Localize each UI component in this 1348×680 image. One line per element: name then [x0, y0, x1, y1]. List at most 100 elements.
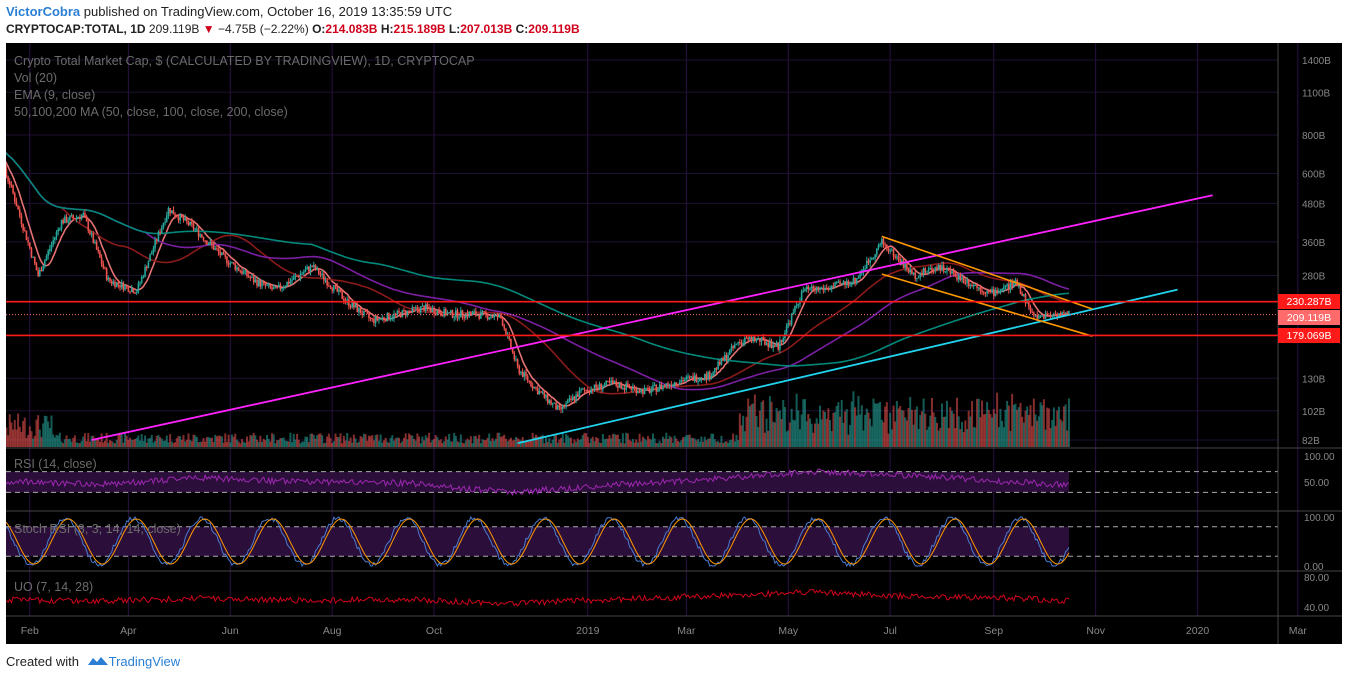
candle-body [944, 271, 947, 273]
volume-bar [800, 414, 803, 447]
volume-bar [974, 427, 977, 447]
chart-svg[interactable]: 1400B 1100B 800B 600B 480B 360B 280B 130B 102B 82… [0, 43, 1342, 644]
x-tick-label: May [778, 625, 799, 637]
volume-bar [862, 430, 865, 447]
volume-bar [185, 439, 188, 447]
uo-line [0, 589, 1070, 607]
candle-body [381, 317, 384, 319]
volume-bar [651, 433, 654, 447]
candle-body [424, 304, 427, 311]
volume-bar [387, 442, 390, 447]
candle-body [794, 306, 796, 313]
volume-bar [45, 415, 48, 447]
high-label: H: [380, 22, 394, 36]
volume-bar [601, 433, 604, 447]
volume-bar [145, 442, 148, 447]
volume-bar [35, 419, 38, 447]
indicator-panes [0, 468, 1278, 607]
volume-bar [108, 440, 111, 447]
candle-body [476, 315, 479, 317]
volume-bar [461, 442, 464, 447]
volume-bar [354, 438, 357, 447]
volume-bar [857, 395, 860, 447]
candle-body [187, 221, 190, 225]
candle-body [176, 216, 178, 218]
y-tick-label: 102B [1302, 407, 1326, 418]
horizontal-levels[interactable] [6, 300, 1278, 337]
volume-bar [70, 441, 73, 447]
ma200-line [0, 147, 1069, 367]
volume-bar [317, 434, 320, 447]
volume-bar [568, 437, 571, 447]
volume-bar [464, 440, 467, 447]
volume-bar [666, 438, 669, 447]
candle-body [27, 240, 29, 243]
volume-bar [1047, 408, 1050, 447]
volume-bar [82, 436, 85, 447]
volume-bar [782, 400, 785, 447]
candle-body [431, 308, 434, 313]
volume-bar [992, 409, 995, 447]
close-label: C: [515, 22, 529, 36]
candle-body [767, 343, 770, 347]
volume-bar [97, 437, 100, 447]
candle-body [251, 276, 253, 278]
volume-bar [352, 434, 355, 447]
candle-body [404, 310, 407, 316]
volume-bar [344, 440, 347, 447]
volume-bar [1044, 429, 1047, 447]
volume-bar [27, 434, 30, 447]
candle-body [573, 396, 576, 400]
candle-body [449, 310, 452, 313]
candle-body [545, 394, 547, 398]
ma100-line [0, 147, 1070, 391]
candle-body [17, 206, 19, 210]
candle-body [460, 310, 462, 318]
volume-bar [189, 440, 192, 447]
volume-bar [919, 415, 922, 447]
candle-body [804, 289, 806, 291]
volume-bar [889, 412, 892, 447]
candle-body [90, 233, 93, 235]
volume-bar [842, 422, 845, 447]
volume-bar [798, 429, 801, 447]
candle-body [174, 214, 176, 217]
volume-bar [1039, 402, 1042, 447]
volume-bar [20, 431, 23, 447]
candle-body [49, 248, 51, 251]
volume-bar [1031, 426, 1034, 447]
candle-body [638, 391, 641, 393]
candle-body [814, 289, 816, 291]
candle-body [105, 268, 108, 280]
volume-bar [444, 436, 447, 447]
volume-bar [225, 441, 228, 447]
candle-body [354, 304, 357, 308]
candle-body [627, 383, 629, 388]
candle-body [1049, 315, 1052, 317]
volume-bar [845, 409, 848, 447]
volume-bar [945, 400, 948, 447]
candle-body [137, 283, 140, 293]
tradingview-link[interactable]: TradingView [108, 654, 181, 669]
volume-bar [558, 439, 561, 447]
support-price-tag [1278, 328, 1340, 343]
candle-body [259, 279, 262, 287]
candle-body [307, 266, 310, 272]
candle-body [343, 298, 345, 302]
volume-bar [220, 436, 223, 447]
volume-bar [154, 440, 157, 447]
candle-body [692, 376, 694, 381]
candle-body [677, 384, 679, 386]
volume-bar [137, 435, 140, 447]
volume-bar [940, 403, 943, 447]
candle-body [713, 368, 716, 373]
candle-body [894, 256, 896, 258]
chart-container[interactable]: 1400B 1100B 800B 600B 480B 360B 280B 130B 102B 82… [0, 43, 1342, 644]
trendline-drawings[interactable] [91, 194, 1213, 445]
volume-bar [494, 438, 497, 447]
candle-body [790, 313, 793, 325]
candle-body [140, 276, 143, 283]
author-name[interactable]: VictorCobra [6, 4, 81, 19]
candle-body [855, 278, 858, 284]
volume-bar [717, 441, 720, 447]
